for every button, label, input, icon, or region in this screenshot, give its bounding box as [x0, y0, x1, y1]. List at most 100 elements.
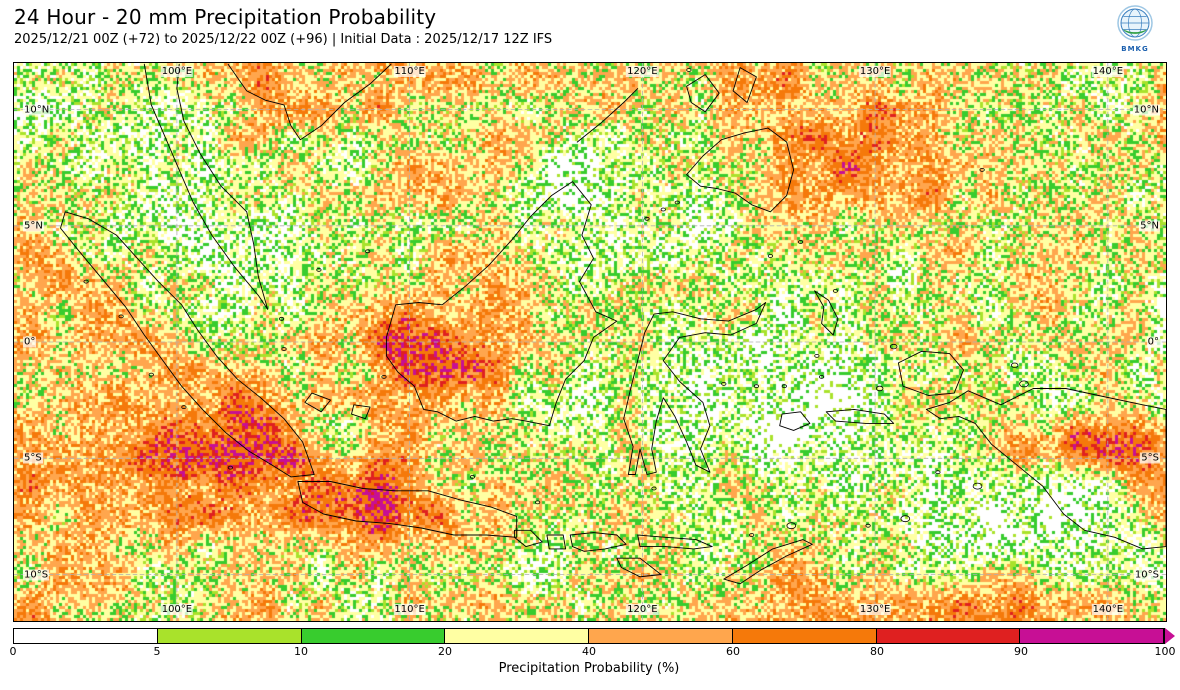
lon-tick-bottom: 100°E — [160, 604, 194, 615]
islet-outline — [148, 372, 154, 377]
islet-outline — [865, 523, 871, 528]
coastline — [779, 411, 811, 431]
islet-outline — [83, 279, 89, 284]
coastline — [143, 63, 269, 310]
lon-tick-bottom: 140°E — [1091, 604, 1125, 615]
coastline — [686, 74, 720, 113]
islet-outline — [900, 515, 911, 523]
coastline — [385, 181, 618, 427]
coastline — [814, 290, 839, 336]
islet-outline — [767, 254, 774, 258]
islet-outline — [660, 207, 666, 212]
islet-outline — [1011, 362, 1019, 368]
coastline — [351, 404, 371, 420]
colorbar-tick-100: 100 — [1154, 645, 1176, 658]
islet-outline — [118, 314, 124, 319]
islet-outline — [832, 288, 839, 293]
coastline — [513, 529, 543, 548]
colorbar: 0 5 10 20 40 60 80 90 100 Precipitation Probabil… — [9, 628, 1176, 676]
coastline — [576, 88, 639, 143]
coastline — [897, 350, 964, 396]
islet-outline — [753, 384, 760, 389]
page-title: 24 Hour - 20 mm Precipitation Probabilit… — [14, 5, 437, 29]
lat-tick-left: 0° — [23, 336, 37, 348]
islet-outline — [278, 316, 285, 321]
islet-outline — [316, 267, 322, 272]
coastline — [60, 211, 315, 478]
islet-outline — [181, 405, 187, 410]
colorbar-tick-80: 80 — [870, 645, 884, 658]
colorbar-segment-3 — [445, 629, 589, 643]
coastline-grid-overlay — [14, 63, 1166, 621]
lon-tick-top: 110°E — [393, 66, 426, 77]
islet-outline — [365, 249, 371, 254]
islet-outline — [814, 353, 820, 358]
lon-tick-top: 100°E — [160, 66, 194, 77]
coastline — [304, 392, 331, 413]
islet-outline — [890, 343, 898, 350]
islet-outline — [534, 500, 541, 505]
colorbar-segment-7 — [1020, 629, 1164, 643]
colorbar-tick-90: 90 — [1014, 645, 1028, 658]
coastline — [825, 408, 895, 424]
lat-tick-left: 10°S — [23, 569, 50, 580]
islet-outline — [781, 384, 787, 389]
colorbar-tick-20: 20 — [438, 645, 452, 658]
page-subtitle: 2025/12/21 00Z (+72) to 2025/12/22 00Z (… — [14, 32, 553, 47]
colorbar-segment-4 — [589, 629, 733, 643]
islet-outline — [1019, 380, 1029, 388]
islet-outline — [381, 374, 387, 379]
lon-tick-bottom: 110°E — [393, 604, 426, 615]
lon-tick-top: 140°E — [1091, 66, 1125, 77]
lon-tick-bottom: 130°E — [858, 604, 892, 615]
islet-outline — [674, 200, 680, 205]
colorbar-segment-1 — [157, 629, 302, 643]
colorbar-tick-10: 10 — [294, 645, 308, 658]
colorbar-segment-6 — [876, 629, 1021, 643]
bmkg-logo-text: BMKG — [1121, 45, 1149, 53]
coastline — [546, 534, 567, 550]
islet-outline — [469, 474, 476, 479]
colorbar-segment-2 — [301, 629, 446, 643]
coastline — [297, 481, 518, 538]
lat-tick-right: 0° — [1146, 336, 1160, 348]
lat-tick-left: 5°S — [23, 452, 43, 464]
map-plot-area: 100°E 100°E 110°E 110°E 120°E 120°E 130°E 130°E… — [13, 62, 1167, 622]
coastline — [637, 534, 713, 550]
islet-outline — [644, 216, 650, 221]
colorbar-tick-5: 5 — [153, 645, 161, 658]
coastline — [569, 532, 627, 552]
lat-tick-left: 10°N — [23, 104, 51, 115]
islet-outline — [749, 533, 755, 537]
lat-tick-right: 5°N — [1139, 220, 1160, 232]
colorbar-label: Precipitation Probability (%) — [498, 661, 680, 676]
bmkg-logo: BMKG — [1112, 4, 1158, 53]
lat-tick-right: 10°S — [1133, 569, 1160, 580]
colorbar-segment-0 — [14, 629, 158, 643]
lat-tick-left: 5°N — [23, 220, 44, 232]
bmkg-globe-icon — [1117, 5, 1153, 41]
islet-outline — [686, 68, 692, 72]
islet-outline — [227, 465, 233, 470]
lat-tick-right: 10°N — [1132, 104, 1160, 115]
coastline — [686, 127, 795, 213]
colorbar-tick-60: 60 — [726, 645, 740, 658]
coastline — [623, 302, 767, 475]
colorbar-segment-5 — [732, 629, 877, 643]
islet-outline — [281, 347, 287, 351]
islet-outline — [935, 470, 941, 475]
islet-outline — [651, 486, 657, 491]
lon-tick-top: 120°E — [626, 66, 659, 77]
islet-outline — [979, 168, 985, 172]
colorbar-tick-0: 0 — [9, 645, 17, 658]
lon-tick-bottom: 120°E — [626, 604, 659, 615]
coastline — [732, 67, 757, 103]
header: 24 Hour - 20 mm Precipitation Probabilit… — [14, 4, 1166, 58]
islet-outline — [818, 374, 825, 379]
coastline — [227, 63, 392, 141]
colorbar-arrow-tip — [1165, 628, 1175, 644]
lat-tick-right: 5°S — [1140, 452, 1160, 464]
coastline — [723, 539, 813, 585]
islet-outline — [797, 240, 804, 244]
